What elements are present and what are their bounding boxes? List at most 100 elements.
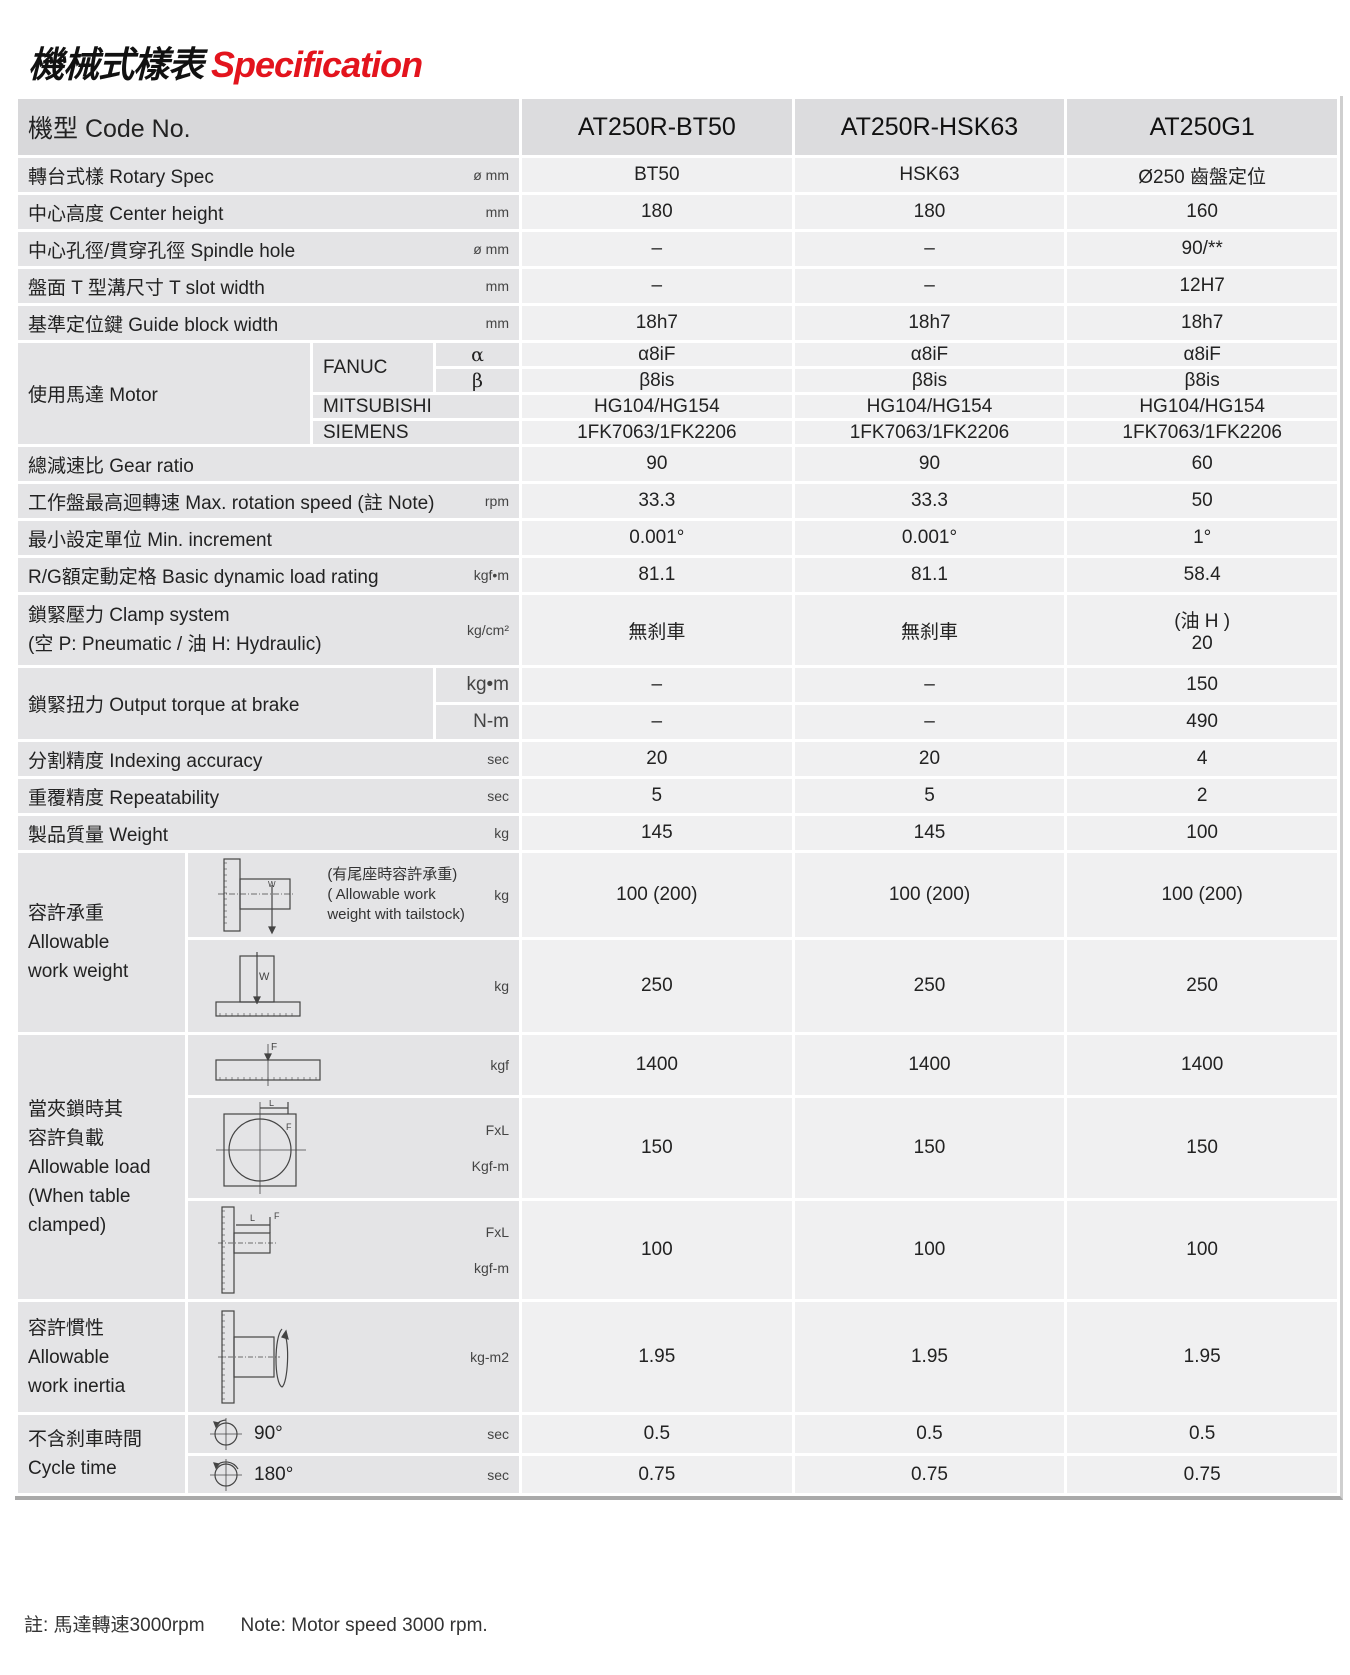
spec-row-guide: 基準定位鍵 Guide block width mm 18h7 18h7 18h7: [18, 306, 1337, 340]
cycle-cell: 90° sec: [188, 1415, 519, 1453]
spec-value: 100: [794, 1201, 1065, 1299]
spec-row-increment: 最小設定單位 Min. increment 0.001° 0.001° 1°: [18, 521, 1337, 555]
spec-value: 100: [522, 1201, 792, 1299]
label-line: ( Allowable work: [327, 886, 436, 903]
unit: kg: [494, 887, 509, 903]
spec-row-spindle: 中心孔徑/貫穿孔徑 Spindle hole ø mm – –90/**: [18, 232, 1337, 266]
spec-value: 5: [794, 779, 1065, 813]
spec-value: 150: [1067, 668, 1337, 702]
unit: kg: [494, 978, 509, 994]
spec-value: 60: [1067, 447, 1337, 481]
page-title: 機械式樣表 Specification: [28, 36, 423, 88]
unit: kgf•m: [473, 567, 509, 583]
spec-value: 81.1: [522, 558, 792, 592]
spec-row-inertia: 容許慣性 Allowable work inertia kg-m2 1.95 1.95 1.…: [18, 1302, 1337, 1412]
spec-value: 0.001°: [794, 521, 1065, 555]
spec-value: 33.3: [522, 484, 792, 518]
spec-value: 250: [522, 940, 792, 1032]
row-label: 中心孔徑/貫穿孔徑 Spindle hole: [28, 240, 296, 262]
label-line: (When table: [28, 1185, 131, 1207]
clamped-load-sub-row: L F FxL kgf-m 100 100 100: [18, 1201, 1337, 1299]
row-label: R/G額定動定格 Basic dynamic load rating: [28, 566, 379, 588]
row-label: 盤面 T 型溝尺寸 T slot width: [28, 277, 265, 299]
unit: sec: [487, 788, 509, 804]
brand-siemens: SIEMENS: [313, 421, 519, 444]
axial-load-diagram: F: [214, 1040, 324, 1090]
spec-value: 100 (200): [522, 853, 792, 937]
diagram-label: W: [259, 971, 270, 983]
title-zh: 機械式樣表: [28, 45, 204, 86]
unit: kgf: [490, 1057, 509, 1073]
spec-row-motor: 使用馬達 Motor FANUC α α8iF α8iF α8iF: [18, 343, 1337, 444]
spec-value: 145: [794, 816, 1065, 850]
spec-value: β8is: [1067, 369, 1337, 392]
spec-value: –: [522, 232, 792, 266]
footnote-en: Note: Motor speed 3000 rpm.: [240, 1615, 488, 1636]
row-label: 最小設定單位 Min. increment: [28, 529, 272, 551]
unit: mm: [485, 315, 509, 331]
row-label: 容許慣性 Allowable work inertia: [18, 1302, 185, 1412]
unit: kg•m: [436, 668, 519, 702]
label-line: FxL: [485, 1122, 509, 1138]
row-label-cell: 分割精度 Indexing accuracy sec: [18, 742, 519, 776]
unit: kg/cm²: [467, 622, 509, 638]
spec-value: 0.001°: [522, 521, 792, 555]
spec-value: 160: [1067, 195, 1337, 229]
spec-value: Ø250 齒盤定位: [1067, 158, 1337, 192]
label-line: Allowable load: [28, 1156, 151, 1178]
row-label: 當夾鎖時其 容許負載 Allowable load (When table clampe…: [18, 1035, 185, 1299]
spec-value: –: [522, 668, 792, 702]
spec-value: 無刹車: [794, 595, 1065, 665]
unit: ø mm: [473, 241, 509, 257]
spec-value: 180: [794, 195, 1065, 229]
spec-value: 0.75: [794, 1456, 1065, 1493]
spec-value: 18h7: [522, 306, 792, 340]
diagram-label: F: [274, 1211, 280, 1221]
label-line: Allowable: [28, 932, 110, 953]
beta-symbol: β: [436, 369, 519, 392]
spec-row-weight: 製品質量 Weight kg 145 145 100: [18, 816, 1337, 850]
footnote: 註: 馬達轉速3000rpm Note: Motor speed 3000 rpm…: [24, 1610, 488, 1637]
spec-value: HG104/HG154: [794, 395, 1065, 418]
spec-value: 90/**: [1067, 232, 1337, 266]
spec-row-indexing: 分割精度 Indexing accuracy sec 20 20 4: [18, 742, 1337, 776]
spec-row-center: 中心高度 Center height mm 180 180 160: [18, 195, 1337, 229]
angle-label: 180°: [254, 1463, 294, 1485]
spec-row-work-weight: 容許承重 Allowable work weight W (有尾座時容許承重) ( Al…: [18, 853, 1337, 1032]
spec-row-torque: 鎖緊扭力 Output torque at brake kg•m – –150: [18, 668, 1337, 739]
row-label: 分割精度 Indexing accuracy: [28, 750, 263, 772]
spec-value: 90: [794, 447, 1065, 481]
spec-table: 機型 Code No. AT250R-BT50 AT250R-HSK63 AT2…: [15, 96, 1343, 1500]
spec-row-tslot: 盤面 T 型溝尺寸 T slot width mm – –12H7: [18, 269, 1337, 303]
alpha-symbol: α: [436, 343, 519, 366]
unit: ø mm: [473, 167, 509, 183]
model-header: AT250R-HSK63: [794, 99, 1065, 155]
spec-value: HSK63: [794, 158, 1065, 192]
spec-row-cycle: 不含刹車時間 Cycle time 90° sec 0.5 0.5 0.5: [18, 1415, 1337, 1493]
spec-value: 250: [794, 940, 1065, 1032]
spec-value: 150: [1067, 1098, 1337, 1198]
spec-value: 18h7: [1067, 306, 1337, 340]
row-label-cell: 最小設定單位 Min. increment: [18, 521, 519, 555]
spec-value: 0.5: [1067, 1415, 1337, 1453]
value-line: 20: [1191, 632, 1213, 654]
motor-sub-row: MITSUBISHI HG104/HG154 HG104/HG154 HG104/HG…: [18, 395, 1337, 418]
spec-row-gear: 總減速比 Gear ratio 90 90 60: [18, 447, 1337, 481]
spec-value: HG104/HG154: [522, 395, 792, 418]
row-label: 鎖緊扭力 Output torque at brake: [18, 668, 433, 739]
diagram-label: L: [250, 1213, 255, 1223]
row-label-cell: 轉台式樣 Rotary Spec ø mm: [18, 158, 519, 192]
label-line: work weight: [28, 961, 129, 982]
spec-value: 0.75: [522, 1456, 792, 1493]
spec-value: 0.5: [522, 1415, 792, 1453]
diagram-cell: L F FxL Kgf-m: [188, 1098, 519, 1198]
spec-value: 58.4: [1067, 558, 1337, 592]
unit: rpm: [484, 493, 509, 509]
spec-value: –: [794, 705, 1065, 739]
spec-value: α8iF: [1067, 343, 1337, 366]
unit: mm: [485, 204, 509, 220]
row-label: 基準定位鍵 Guide block width: [28, 314, 279, 336]
spec-value: 4: [1067, 742, 1337, 776]
row-label-cell: 基準定位鍵 Guide block width mm: [18, 306, 519, 340]
spec-value: BT50: [522, 158, 792, 192]
